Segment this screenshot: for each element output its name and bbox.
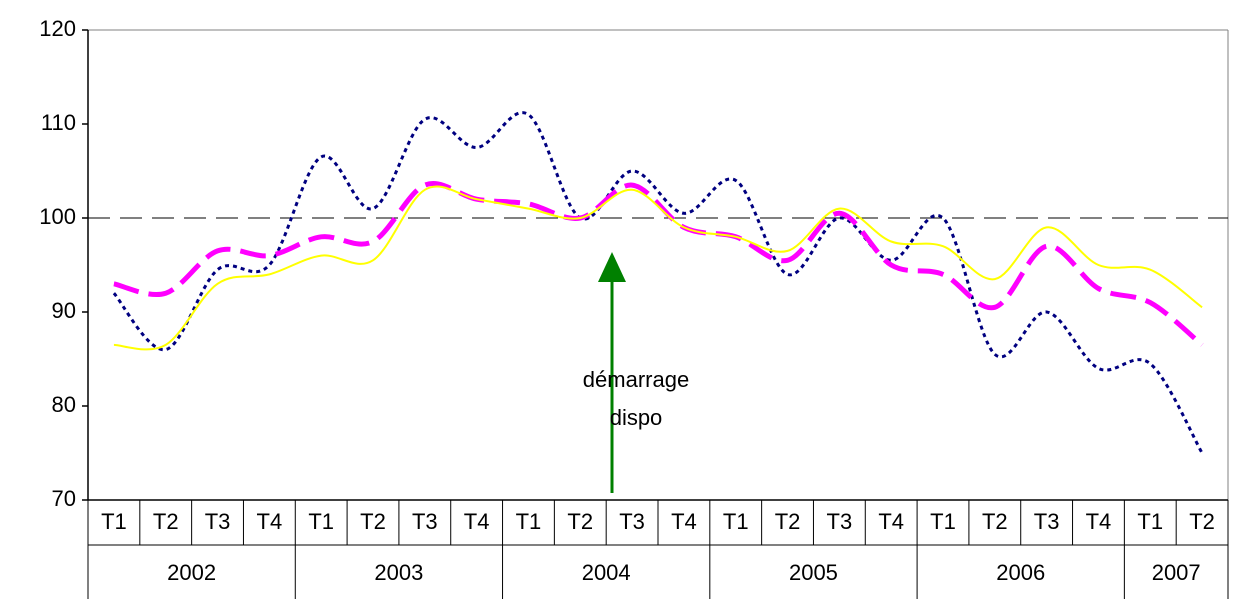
year-label: 2003 [374,560,423,585]
y-tick-label: 80 [52,392,76,417]
x-tick-label: T2 [775,509,801,534]
x-tick-label: T2 [1189,509,1215,534]
series-line [113,181,1204,347]
x-tick-label: T1 [308,509,334,534]
annotation: démarrage dispo [583,367,689,430]
x-tick-label: T2 [360,509,386,534]
x-tick-label: T1 [1137,509,1163,534]
y-tick-label: 70 [52,486,76,511]
x-tick-label: T1 [723,509,749,534]
x-tick-label: T3 [827,509,853,534]
year-label: 2004 [582,560,631,585]
y-tick-label: 100 [39,204,76,229]
x-tick-label: T4 [257,509,283,534]
y-tick-label: 120 [39,16,76,41]
year-label: 2005 [789,560,838,585]
year-label: 2006 [996,560,1045,585]
x-tick-label: T2 [567,509,593,534]
x-tick-label: T3 [619,509,645,534]
x-tick-label: T4 [464,509,490,534]
x-tick-label: T3 [1034,509,1060,534]
x-tick-label: T4 [1086,509,1112,534]
annotation-arrowhead [598,252,626,282]
x-tick-label: T3 [412,509,438,534]
year-label: 2007 [1152,560,1201,585]
x-tick-label: T1 [101,509,127,534]
x-tick-label: T2 [982,509,1008,534]
series-line [112,111,1204,454]
x-tick-label: T4 [671,509,697,534]
y-tick-label: 110 [41,110,76,135]
x-tick-label: T3 [205,509,231,534]
x-tick-label: T1 [516,509,542,534]
y-tick-label: 90 [52,298,76,323]
year-label: 2002 [167,560,216,585]
x-tick-label: T1 [930,509,956,534]
x-tick-label: T4 [878,509,904,534]
series-line [113,185,1203,351]
x-tick-label: T2 [153,509,179,534]
